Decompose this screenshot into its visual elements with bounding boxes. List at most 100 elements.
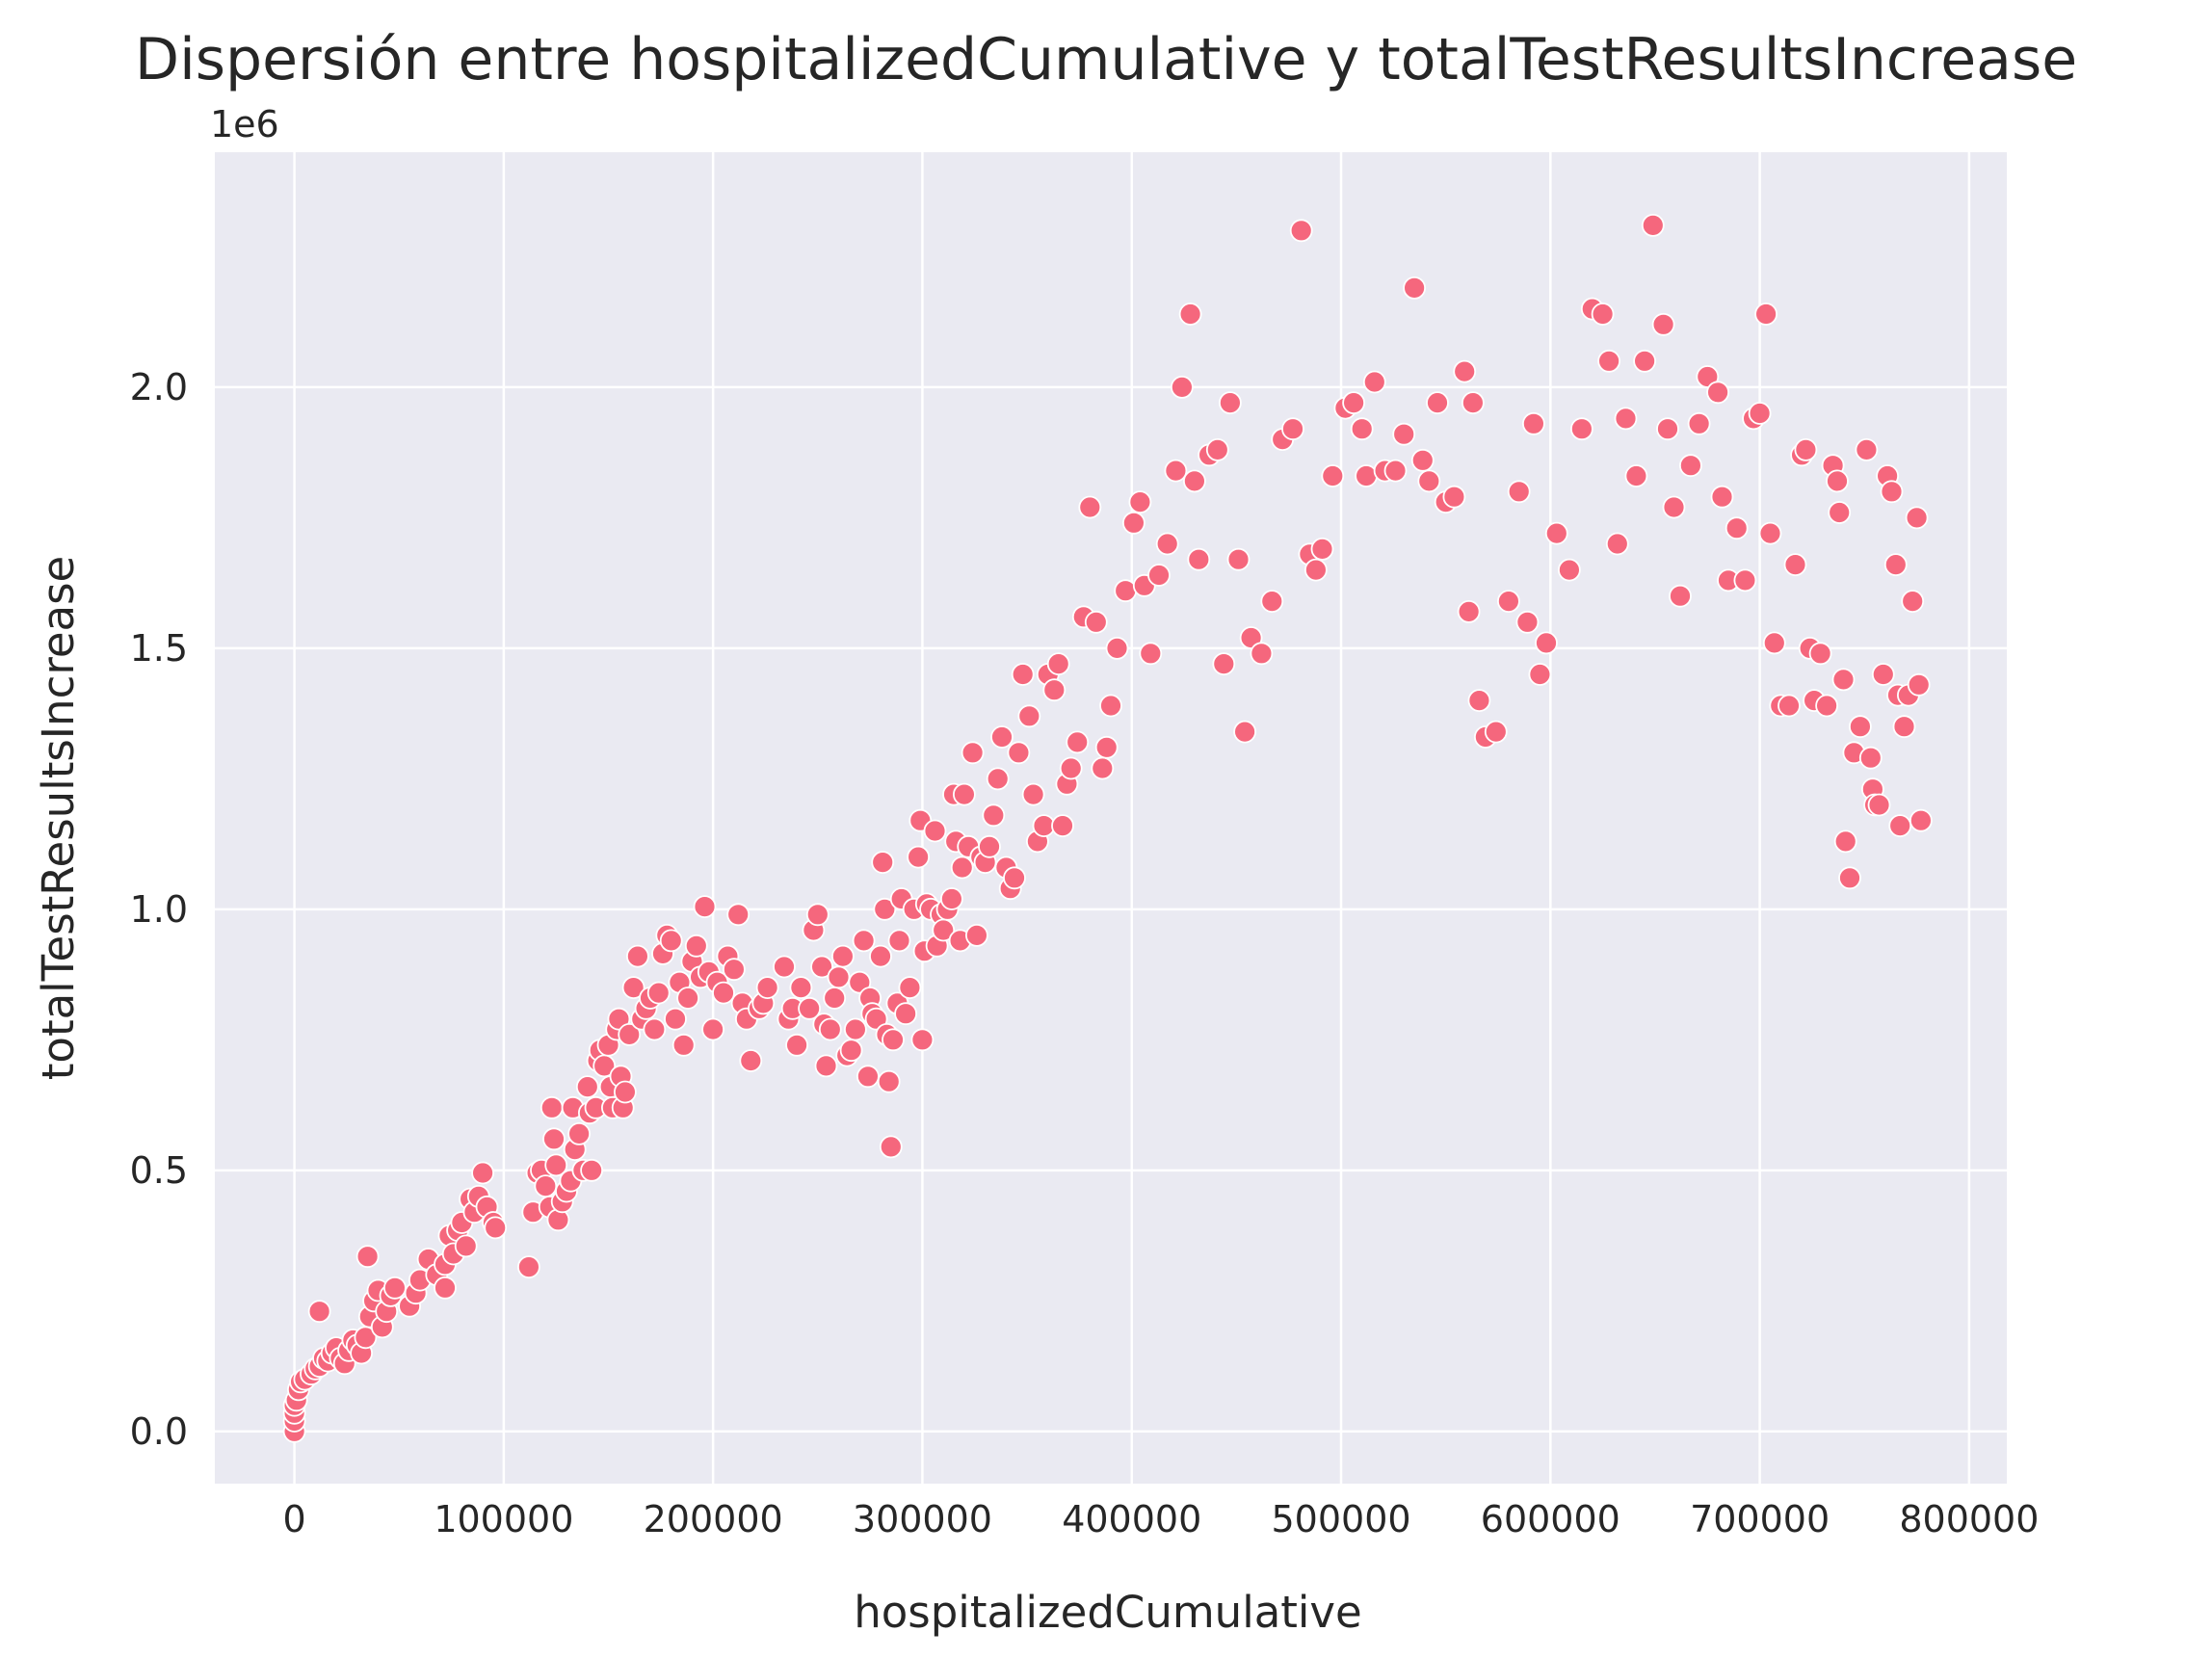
data-point	[1011, 663, 1035, 686]
data-point	[1867, 793, 1891, 817]
data-point	[789, 976, 813, 999]
data-point	[1880, 480, 1904, 504]
data-point	[1883, 553, 1908, 576]
data-point	[1212, 652, 1236, 675]
data-point	[1748, 402, 1772, 425]
data-point	[626, 944, 649, 968]
data-point	[1710, 485, 1734, 509]
data-point	[1507, 480, 1531, 504]
data-point	[1888, 814, 1912, 837]
data-point	[356, 1245, 380, 1269]
data-point	[982, 803, 1006, 828]
data-point	[798, 996, 821, 1020]
data-point	[1462, 391, 1485, 415]
data-point	[1164, 459, 1188, 483]
data-point	[923, 819, 947, 843]
data-point	[1544, 521, 1568, 545]
data-point	[1178, 303, 1202, 326]
data-point	[672, 1033, 696, 1057]
y-axis-label: totalTestResultsIncrease	[33, 556, 84, 1080]
data-point	[607, 1007, 631, 1031]
data-point	[1017, 704, 1041, 728]
x-tick-label: 700000	[1690, 1498, 1830, 1540]
data-point	[940, 887, 963, 910]
data-point	[534, 1174, 558, 1197]
data-point	[887, 929, 911, 953]
data-point	[1410, 448, 1435, 472]
data-point	[382, 1276, 407, 1300]
data-point	[879, 1135, 903, 1159]
data-point	[1426, 391, 1449, 415]
data-point	[1733, 568, 1757, 592]
data-point	[1403, 276, 1426, 300]
data-point	[454, 1234, 478, 1258]
y-tick-label: 0.0	[130, 1410, 188, 1453]
x-tick-label: 0	[282, 1498, 305, 1540]
data-point	[1310, 538, 1334, 561]
data-point	[1042, 678, 1066, 702]
data-point	[1762, 631, 1786, 655]
data-point	[1826, 469, 1849, 493]
data-point	[434, 1276, 457, 1300]
data-point	[1078, 495, 1102, 519]
data-point	[1046, 652, 1070, 675]
data-point	[723, 958, 746, 982]
data-point	[869, 944, 892, 968]
data-point	[1522, 411, 1545, 435]
y-tick-label: 1.0	[130, 888, 188, 931]
data-point	[1147, 564, 1171, 587]
data-point	[1392, 422, 1416, 446]
data-point	[1725, 516, 1749, 540]
data-point	[894, 1002, 917, 1026]
data-point	[910, 1028, 935, 1052]
data-point	[1831, 668, 1856, 692]
data-point	[1155, 532, 1179, 556]
data-point	[773, 955, 796, 979]
data-point	[1059, 756, 1083, 780]
data-point	[1591, 303, 1615, 326]
data-point	[1706, 381, 1729, 405]
chart-title: Dispersión entre hospitalizedCumulative …	[135, 26, 2077, 93]
data-point	[1855, 437, 1879, 461]
data-point	[676, 987, 699, 1010]
data-point	[726, 903, 750, 927]
data-point	[1321, 464, 1345, 487]
data-point	[986, 767, 1010, 791]
data-point	[1003, 866, 1026, 890]
data-point	[907, 845, 930, 869]
data-point	[484, 1216, 508, 1240]
data-point	[1187, 547, 1211, 571]
data-point	[990, 725, 1014, 749]
data-point	[1633, 349, 1656, 373]
data-point	[839, 1039, 863, 1063]
data-point	[1662, 495, 1686, 519]
data-point	[1535, 631, 1558, 655]
data-point	[646, 981, 671, 1005]
data-point	[1383, 459, 1408, 483]
data-point	[1909, 808, 1933, 832]
data-point	[873, 897, 897, 921]
data-point	[1778, 694, 1801, 718]
data-point	[693, 895, 717, 918]
data-point	[517, 1255, 540, 1278]
data-point	[618, 1023, 642, 1046]
data-point	[848, 970, 872, 994]
data-points	[282, 213, 1933, 1443]
data-point	[810, 955, 833, 979]
data-point	[614, 1080, 637, 1104]
data-point	[1871, 663, 1895, 686]
data-point	[1687, 411, 1711, 435]
data-point	[1453, 359, 1477, 383]
x-tick-label: 400000	[1062, 1498, 1201, 1540]
data-point	[1754, 303, 1778, 326]
data-point	[1091, 756, 1115, 780]
x-grid	[293, 152, 1971, 1484]
data-point	[844, 1017, 867, 1041]
data-point	[1084, 610, 1108, 634]
data-point	[1808, 642, 1832, 666]
data-point	[1114, 579, 1138, 603]
data-point	[659, 929, 683, 953]
data-point	[1226, 547, 1251, 571]
data-point	[1783, 553, 1807, 576]
data-point	[1233, 720, 1256, 744]
